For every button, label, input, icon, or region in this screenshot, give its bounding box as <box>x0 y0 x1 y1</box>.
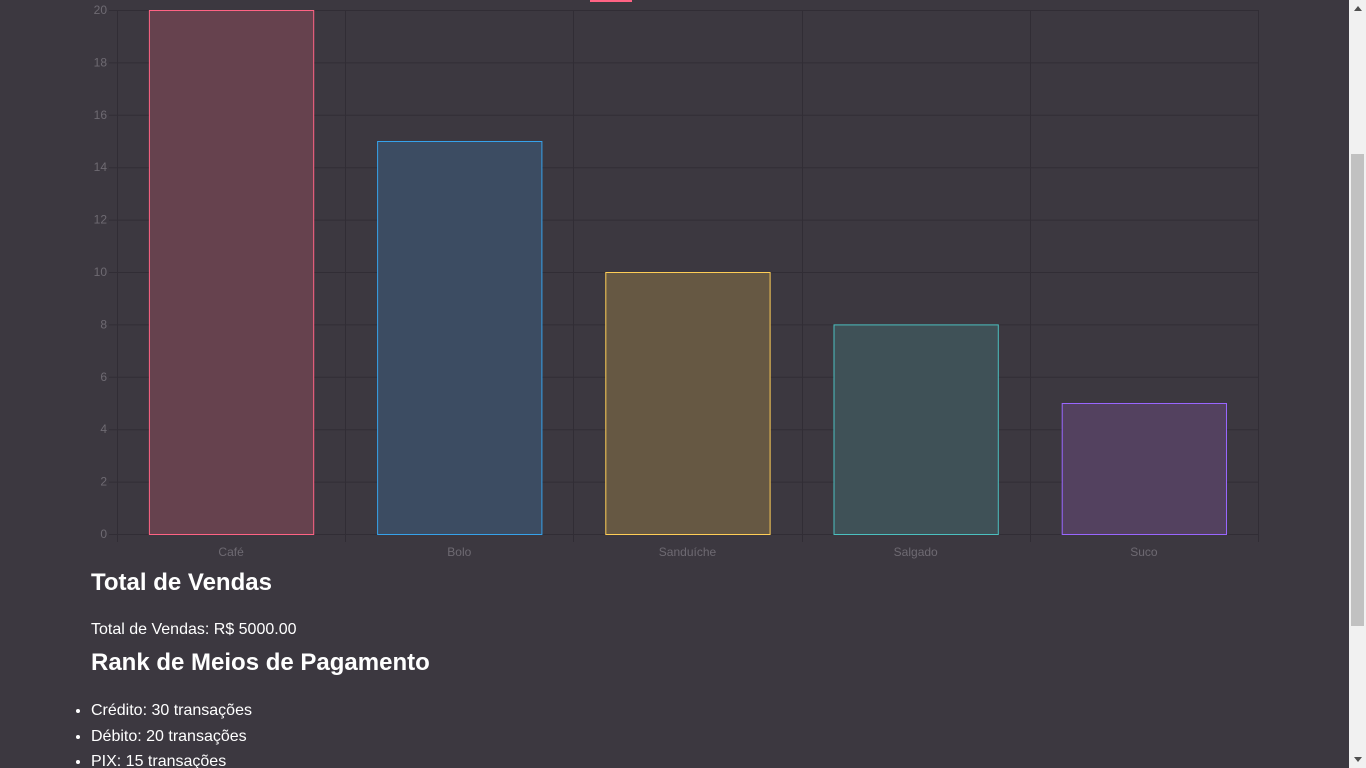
x-tick-label: Suco <box>1130 545 1158 559</box>
x-axis-ticks: Café Bolo Sanduíche Salgado Suco <box>218 545 1157 559</box>
chart-bars <box>148 10 1227 535</box>
list-item: PIX: 15 transações <box>91 749 252 768</box>
y-tick-label: 12 <box>94 213 108 227</box>
y-tick-label: 2 <box>100 475 107 489</box>
bar-suco[interactable] <box>1061 403 1227 535</box>
y-tick-label: 6 <box>100 370 107 384</box>
y-tick-label: 10 <box>94 265 108 279</box>
x-tick-label: Bolo <box>447 545 471 559</box>
x-tick-label: Sanduíche <box>659 545 717 559</box>
y-axis-ticks: 0 2 4 6 8 10 12 14 16 18 20 <box>94 3 108 541</box>
y-tick-label: 20 <box>94 3 108 17</box>
y-tick-label: 0 <box>100 527 107 541</box>
y-tick-label: 18 <box>94 55 108 69</box>
vertical-scrollbar[interactable] <box>1349 0 1366 768</box>
y-tick-label: 4 <box>100 422 107 436</box>
x-tick-label: Salgado <box>894 545 938 559</box>
list-item: Débito: 20 transações <box>91 724 252 750</box>
y-tick-label: 16 <box>94 108 108 122</box>
scrollbar-thumb[interactable] <box>1351 154 1364 626</box>
payment-rank-list: Crédito: 30 transações Débito: 20 transa… <box>51 698 252 768</box>
sales-heading: Total de Vendas <box>91 569 272 596</box>
y-tick-label: 14 <box>94 160 108 174</box>
bar-bolo[interactable] <box>377 141 543 535</box>
y-tick-label: 8 <box>100 317 107 331</box>
bar-salgado[interactable] <box>833 324 999 535</box>
list-item: Crédito: 30 transações <box>91 698 252 724</box>
bar-sanduíche[interactable] <box>605 272 771 535</box>
x-tick-label: Café <box>218 545 244 559</box>
sales-total-text: Total de Vendas: R$ 5000.00 <box>91 621 297 638</box>
legend-swatch[interactable] <box>590 0 632 2</box>
payment-rank-heading: Rank de Meios de Pagamento <box>91 649 430 676</box>
bar-café[interactable] <box>148 10 315 535</box>
product-sales-bar-chart: 0 2 4 6 8 10 12 14 16 18 20 Café Bolo Sanduíche Salga… <box>94 0 1259 559</box>
scroll-down-arrow-icon[interactable] <box>1349 751 1366 768</box>
scroll-up-arrow-icon[interactable] <box>1349 0 1366 17</box>
